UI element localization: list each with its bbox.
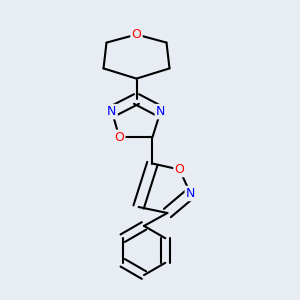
Text: O: O xyxy=(132,28,141,41)
Text: N: N xyxy=(186,187,195,200)
Text: N: N xyxy=(156,105,165,118)
Text: N: N xyxy=(107,105,117,118)
Text: O: O xyxy=(115,131,124,144)
Text: O: O xyxy=(175,163,184,176)
